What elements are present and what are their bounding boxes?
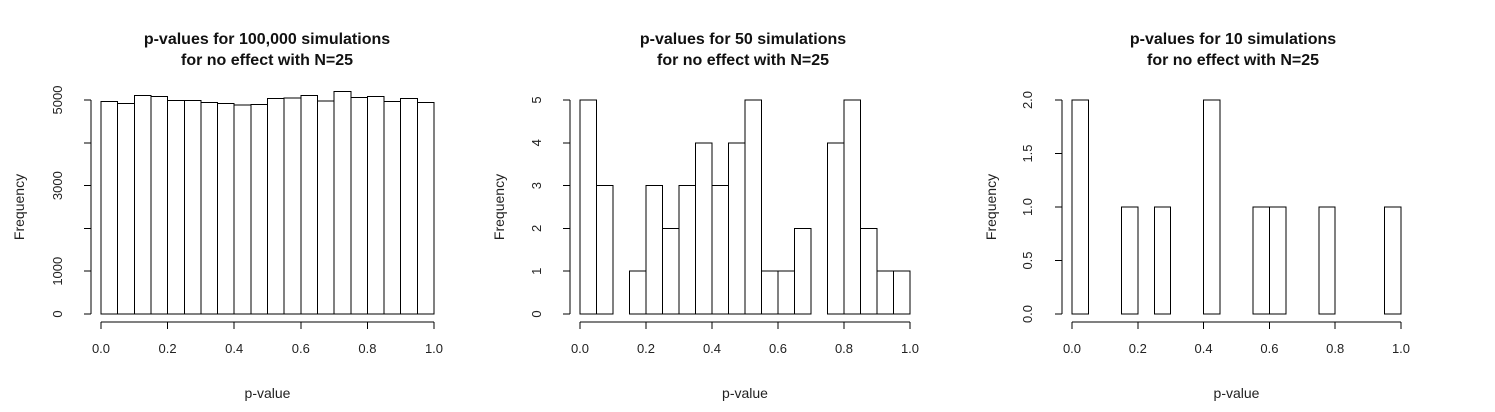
histogram-bar: [893, 270, 911, 315]
histogram-bar: [366, 96, 385, 315]
x-tick-label: 0.2: [1129, 341, 1147, 356]
histogram-bar: [1268, 206, 1287, 315]
histogram-bar: [645, 185, 663, 315]
histogram-bar: [629, 270, 647, 315]
histogram-bar: [150, 96, 169, 315]
y-tick-label: 0: [50, 310, 65, 317]
histogram-bar: [596, 185, 614, 315]
y-tick-label: 0.0: [1020, 305, 1035, 323]
y-tick-label: 1.5: [1020, 144, 1035, 162]
histogram-bar: [133, 94, 152, 315]
y-tick-label: 1: [529, 268, 544, 275]
histogram-bar: [579, 99, 597, 315]
y-axis-label: Frequency: [491, 174, 507, 240]
histogram-bar: [117, 102, 135, 315]
chart-title-line-1: p-values for 50 simulations: [640, 31, 846, 48]
chart-title-line-2: for no effect with N=25: [1147, 52, 1319, 69]
x-tick-label: 0.6: [1260, 341, 1278, 356]
y-tick-label: 2.0: [1020, 91, 1035, 109]
x-tick-label: 0.2: [159, 341, 177, 356]
y-tick-label: 3000: [50, 171, 65, 200]
x-tick-label: 0.8: [835, 341, 853, 356]
histogram-bar: [267, 98, 285, 315]
y-tick-label: 1000: [50, 257, 65, 286]
histogram-panel-3: p-values for 10 simulations for no effect…: [983, 31, 1410, 401]
chart-title-line-1: p-values for 10 simulations: [1130, 31, 1336, 48]
histogram-bar: [300, 95, 318, 315]
x-axis-label: p-value: [722, 385, 768, 401]
x-tick-label: 0.0: [571, 341, 589, 356]
x-tick-label: 0.0: [1063, 341, 1081, 356]
histogram-bar: [333, 90, 352, 315]
y-tick-label: 0.5: [1020, 251, 1035, 269]
histogram-bar: [1384, 206, 1402, 315]
x-tick-label: 0.4: [225, 341, 243, 356]
x-tick-label: 0.6: [292, 341, 310, 356]
histogram-bar: [233, 104, 252, 315]
histogram-bar: [283, 97, 302, 315]
y-tick-label: 3: [529, 182, 544, 189]
histogram-bar: [777, 270, 795, 315]
histogram-bar: [416, 102, 435, 315]
y-tick-label: 1.0: [1020, 198, 1035, 216]
histogram-bar: [250, 103, 269, 315]
histogram-bar: [1318, 206, 1336, 315]
histogram-bar: [1120, 206, 1139, 315]
y-tick-label: 2: [529, 225, 544, 232]
histogram-bar: [695, 142, 713, 315]
histogram-bar: [761, 270, 779, 315]
y-tick-label: 5: [529, 96, 544, 103]
histogram-bar: [744, 99, 762, 315]
chart-title-line-2: for no effect with N=25: [657, 52, 829, 69]
y-tick-label: 5000: [50, 86, 65, 115]
histogram-bar: [350, 96, 368, 315]
histogram-bar: [876, 270, 894, 315]
x-tick-label: 0.0: [92, 341, 110, 356]
x-tick-label: 1.0: [425, 341, 443, 356]
y-axis-label: Frequency: [11, 174, 27, 240]
histogram-bar: [400, 98, 418, 315]
histogram-bar: [794, 227, 812, 315]
histogram-panel-1: p-values for 100,000 simulations for no e…: [11, 31, 443, 401]
x-tick-label: 0.4: [703, 341, 721, 356]
histogram-bar: [1153, 206, 1172, 315]
histogram-bar: [678, 185, 696, 315]
y-axis-label: Frequency: [983, 174, 999, 240]
x-axis-label: p-value: [245, 385, 291, 401]
x-tick-label: 0.4: [1195, 341, 1213, 356]
histogram-bar: [728, 142, 746, 315]
histogram-bar: [1203, 99, 1221, 315]
x-tick-label: 1.0: [1392, 341, 1410, 356]
histogram-bar: [316, 100, 335, 315]
y-tick-label: 4: [529, 139, 544, 146]
chart-title-line-1: p-values for 100,000 simulations: [144, 31, 390, 48]
histogram-bar: [217, 102, 235, 315]
histogram-bar: [167, 99, 185, 315]
x-tick-label: 0.6: [769, 341, 787, 356]
x-tick-label: 0.8: [1326, 341, 1344, 356]
histogram-bar: [711, 185, 729, 315]
y-tick-label: 0: [529, 310, 544, 317]
x-axis-label: p-value: [1214, 385, 1260, 401]
histogram-bar: [1071, 99, 1089, 315]
histogram-bar: [827, 142, 845, 315]
chart-title-line-2: for no effect with N=25: [181, 52, 353, 69]
x-tick-label: 0.8: [358, 341, 376, 356]
histogram-bar: [100, 101, 119, 315]
histogram-bar: [183, 99, 202, 315]
histogram-panel-2: p-values for 50 simulations for no effect…: [491, 31, 919, 401]
histogram-bar: [860, 227, 878, 315]
histogram-bar: [662, 227, 680, 315]
histogram-bar: [383, 101, 402, 315]
x-tick-label: 1.0: [901, 341, 919, 356]
histogram-bar: [200, 102, 219, 315]
histogram-bar: [1252, 206, 1270, 315]
x-tick-label: 0.2: [637, 341, 655, 356]
histogram-bar: [843, 99, 861, 315]
